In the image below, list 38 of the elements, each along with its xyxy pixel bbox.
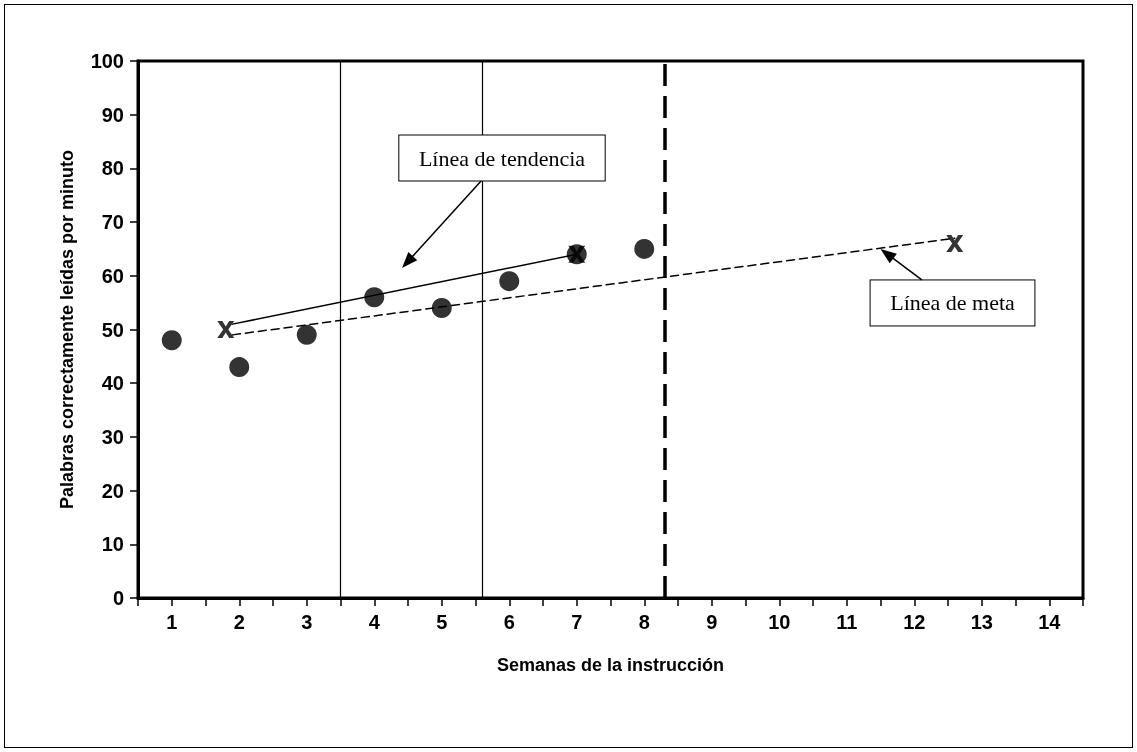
x-tick-label: 6 <box>503 611 515 633</box>
y-tick-label: 30 <box>101 425 124 448</box>
annotation: Línea de tendencia <box>418 145 586 171</box>
point <box>364 287 385 308</box>
y-tick-label: 100 <box>90 50 124 72</box>
x-tick-label: 10 <box>768 611 791 633</box>
x-tick-label: 14 <box>1038 611 1062 633</box>
y-tick-label: 20 <box>101 479 124 502</box>
point <box>296 324 317 345</box>
x-axis-title: Semanas de la instrucción <box>496 655 725 675</box>
point <box>217 321 235 338</box>
point <box>229 357 250 378</box>
y-tick-label: 40 <box>101 372 124 395</box>
y-tick-label: 10 <box>101 533 124 556</box>
y-tick-label: 60 <box>101 264 124 287</box>
point <box>161 330 182 351</box>
y-tick-label: 50 <box>101 318 124 341</box>
x-tick-label: 1 <box>166 611 178 633</box>
x-tick-label: 12 <box>903 611 926 633</box>
point <box>946 235 964 253</box>
x-tick-label: 9 <box>706 611 718 633</box>
point <box>499 271 520 292</box>
x-tick-label: 5 <box>436 611 448 633</box>
x-tick-label: 4 <box>368 611 381 633</box>
x-tick-label: 7 <box>571 611 583 633</box>
x-tick-label: 13 <box>970 611 993 633</box>
y-tick-label: 70 <box>101 211 124 234</box>
point <box>431 298 452 319</box>
point <box>634 238 655 259</box>
y-tick-label: 0 <box>112 587 124 609</box>
y-tick-label: 80 <box>101 157 124 180</box>
y-tick-label: 90 <box>101 103 124 126</box>
x-tick-label: 3 <box>301 611 313 633</box>
x-tick-label: 8 <box>638 611 650 633</box>
x-tick-label: 11 <box>836 611 858 633</box>
annotation: Línea de meta <box>890 290 1016 316</box>
x-tick-label: 2 <box>233 611 245 633</box>
y-axis-title: Palabras correctamente leídas por minuto <box>57 149 77 510</box>
